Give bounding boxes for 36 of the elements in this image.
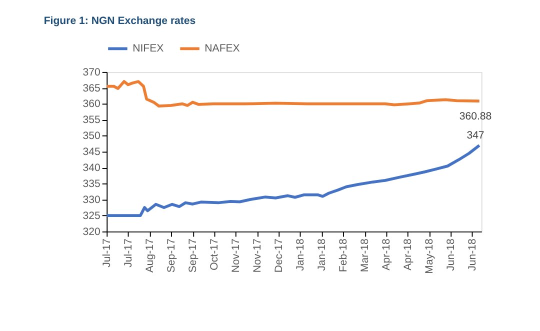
y-tick-label: 370 <box>82 66 101 78</box>
x-tick-label: Jun-18 <box>466 238 479 271</box>
y-tick-label: 320 <box>82 226 101 238</box>
x-tick-label: Apr-18 <box>402 238 414 270</box>
y-tick-label: 330 <box>82 194 101 206</box>
x-tick-label: Jan-18 <box>316 238 328 271</box>
x-tick-label: Oct-17 <box>208 238 221 270</box>
y-tick-label: 350 <box>82 130 101 142</box>
y-tick-label: 340 <box>82 162 101 174</box>
y-tick-label: 345 <box>82 146 101 158</box>
line-series <box>105 80 481 108</box>
x-tick-label: Mar-18 <box>359 238 372 272</box>
y-tick-label: 365 <box>82 82 101 94</box>
annotation: 347 <box>466 130 484 142</box>
x-tick-label: Nov-17 <box>230 238 242 273</box>
x-tick-label: Aug-17 <box>144 238 156 273</box>
line-series <box>105 144 481 217</box>
y-tick-label: 355 <box>82 114 101 126</box>
annotation: 360.88 <box>459 110 492 122</box>
x-tick-label: Jul-17 <box>122 238 135 268</box>
y-tick-label: 335 <box>82 178 101 190</box>
legend-label: NIFEX <box>132 42 164 55</box>
x-tick-label: Jun-18 <box>445 238 458 271</box>
y-tick-label: 325 <box>82 210 101 222</box>
x-tick-label: Jul-17 <box>101 238 114 268</box>
x-tick-label: Nov-17 <box>252 238 264 273</box>
legend-label: NAFEX <box>204 42 240 55</box>
y-tick-label: 360 <box>82 98 101 110</box>
x-tick-label: Sep-17 <box>166 238 178 273</box>
x-tick-label: Sep-17 <box>187 238 200 273</box>
x-tick-label: May-18 <box>424 238 436 274</box>
chart-title: Figure 1: NGN Exchange rates <box>44 14 196 27</box>
x-tick-label: Jan-18 <box>294 238 307 271</box>
x-tick-label: Dec-17 <box>273 238 286 273</box>
x-tick-label: Apr-18 <box>380 238 393 270</box>
x-tick-label: Feb-18 <box>338 238 350 272</box>
